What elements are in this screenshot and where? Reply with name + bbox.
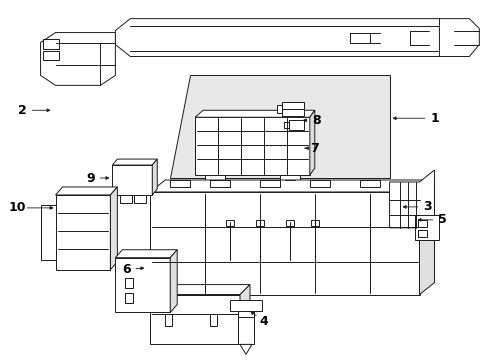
Polygon shape xyxy=(240,345,251,354)
Polygon shape xyxy=(195,117,309,175)
Polygon shape xyxy=(195,110,314,117)
Polygon shape xyxy=(417,220,427,227)
Polygon shape xyxy=(285,220,293,226)
Polygon shape xyxy=(125,293,133,302)
Polygon shape xyxy=(41,205,56,260)
Polygon shape xyxy=(42,39,59,49)
Polygon shape xyxy=(359,180,379,187)
Polygon shape xyxy=(134,195,146,203)
Polygon shape xyxy=(276,105,281,113)
Text: 2: 2 xyxy=(18,104,27,117)
Polygon shape xyxy=(255,220,264,226)
Polygon shape xyxy=(112,165,152,195)
Polygon shape xyxy=(204,175,224,185)
Polygon shape xyxy=(150,180,433,192)
Polygon shape xyxy=(170,75,389,178)
Polygon shape xyxy=(210,315,217,327)
Polygon shape xyxy=(150,192,419,294)
Polygon shape xyxy=(41,32,115,85)
Polygon shape xyxy=(125,278,133,288)
Polygon shape xyxy=(310,220,318,226)
Text: 6: 6 xyxy=(122,263,130,276)
Polygon shape xyxy=(210,180,229,187)
Polygon shape xyxy=(170,180,190,187)
Polygon shape xyxy=(439,19,478,57)
Polygon shape xyxy=(115,19,453,57)
Polygon shape xyxy=(288,120,303,130)
Text: 4: 4 xyxy=(259,315,268,328)
Text: 7: 7 xyxy=(310,141,319,155)
Polygon shape xyxy=(240,285,249,345)
Polygon shape xyxy=(417,230,427,237)
Polygon shape xyxy=(112,159,157,165)
Polygon shape xyxy=(260,180,279,187)
Polygon shape xyxy=(120,195,132,203)
Text: 10: 10 xyxy=(9,201,26,215)
Polygon shape xyxy=(389,170,433,228)
Text: 1: 1 xyxy=(429,112,438,125)
Polygon shape xyxy=(229,300,262,311)
Polygon shape xyxy=(284,122,288,128)
Text: 5: 5 xyxy=(437,213,446,226)
Polygon shape xyxy=(419,180,433,294)
Polygon shape xyxy=(414,215,439,240)
Polygon shape xyxy=(110,187,117,270)
Polygon shape xyxy=(150,294,240,345)
Polygon shape xyxy=(170,250,177,312)
Polygon shape xyxy=(152,159,157,195)
Polygon shape xyxy=(115,258,170,312)
Polygon shape xyxy=(279,175,299,185)
Polygon shape xyxy=(309,180,329,187)
Polygon shape xyxy=(56,187,117,195)
Polygon shape xyxy=(115,250,177,258)
Text: 9: 9 xyxy=(86,171,95,185)
Polygon shape xyxy=(238,311,253,345)
Polygon shape xyxy=(309,110,314,175)
Polygon shape xyxy=(281,102,303,116)
Polygon shape xyxy=(150,285,249,294)
Text: 8: 8 xyxy=(312,114,321,127)
Text: 3: 3 xyxy=(422,201,431,213)
Polygon shape xyxy=(42,50,59,60)
Polygon shape xyxy=(165,315,172,327)
Polygon shape xyxy=(56,195,110,270)
Polygon shape xyxy=(225,220,234,226)
